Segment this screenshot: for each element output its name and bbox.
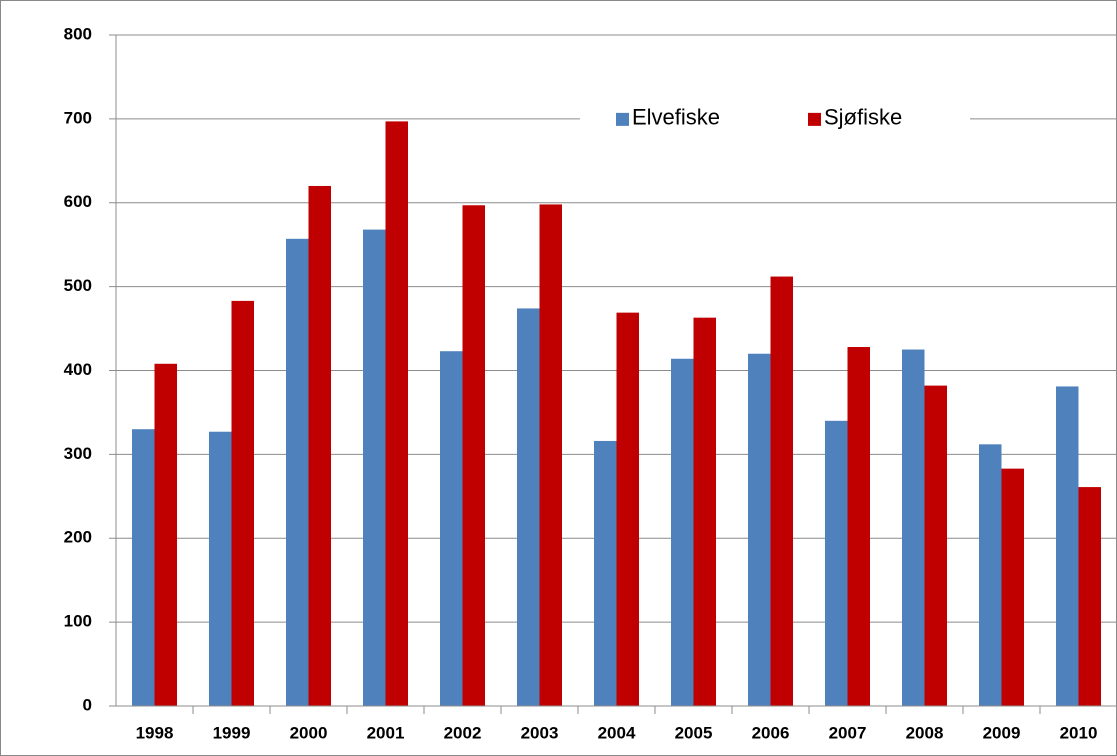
- bar: [1056, 386, 1079, 706]
- y-tick-label: 800: [64, 24, 92, 43]
- x-tick-label: 2007: [829, 723, 867, 742]
- bar: [462, 205, 485, 707]
- y-tick-label: 100: [64, 612, 92, 631]
- bar: [616, 312, 639, 706]
- legend-swatch: [616, 112, 629, 126]
- x-tick-label: 2003: [521, 723, 559, 742]
- bar: [770, 276, 793, 706]
- x-tick-label: 2000: [290, 723, 328, 742]
- bar: [847, 347, 870, 706]
- bar: [979, 444, 1002, 706]
- bar: [517, 308, 540, 706]
- y-tick-label: 400: [64, 360, 92, 379]
- y-tick-label: 300: [64, 444, 92, 463]
- bar: [132, 429, 155, 706]
- bar: [363, 229, 386, 706]
- y-tick-label: 0: [83, 695, 92, 714]
- x-tick-label: 2005: [675, 723, 713, 742]
- bar: [209, 431, 232, 706]
- y-tick-label: 600: [64, 192, 92, 211]
- bar: [693, 317, 716, 706]
- bar: [385, 121, 408, 707]
- bar: [924, 385, 947, 706]
- bar: [1078, 487, 1101, 706]
- bar: [902, 349, 925, 706]
- y-tick-label: 500: [64, 276, 92, 295]
- x-tick-label: 2009: [983, 723, 1021, 742]
- y-tick-label: 200: [64, 528, 92, 547]
- bar: [286, 238, 309, 706]
- y-tick-label: 700: [64, 108, 92, 127]
- bar: [748, 353, 771, 706]
- legend-swatch: [808, 112, 821, 126]
- bar: [1001, 468, 1024, 706]
- legend-label: Elvefiske: [632, 105, 720, 130]
- x-tick-label: 2001: [367, 723, 405, 742]
- x-tick-label: 2008: [906, 723, 944, 742]
- legend-label: Sjøfiske: [824, 105, 902, 130]
- x-tick-label: 2010: [1060, 723, 1098, 742]
- bar: [671, 358, 694, 706]
- bar: [231, 300, 254, 706]
- bar: [539, 204, 562, 707]
- bar: [440, 351, 463, 706]
- x-tick-label: 2006: [752, 723, 790, 742]
- bar: [308, 185, 331, 707]
- bar: [825, 420, 848, 706]
- bar: [154, 363, 177, 706]
- x-tick-label: 2004: [598, 723, 636, 742]
- x-tick-label: 1998: [136, 723, 174, 742]
- legend-box: [580, 96, 970, 141]
- x-tick-label: 1999: [213, 723, 251, 742]
- bar: [594, 440, 617, 706]
- x-tick-label: 2002: [444, 723, 482, 742]
